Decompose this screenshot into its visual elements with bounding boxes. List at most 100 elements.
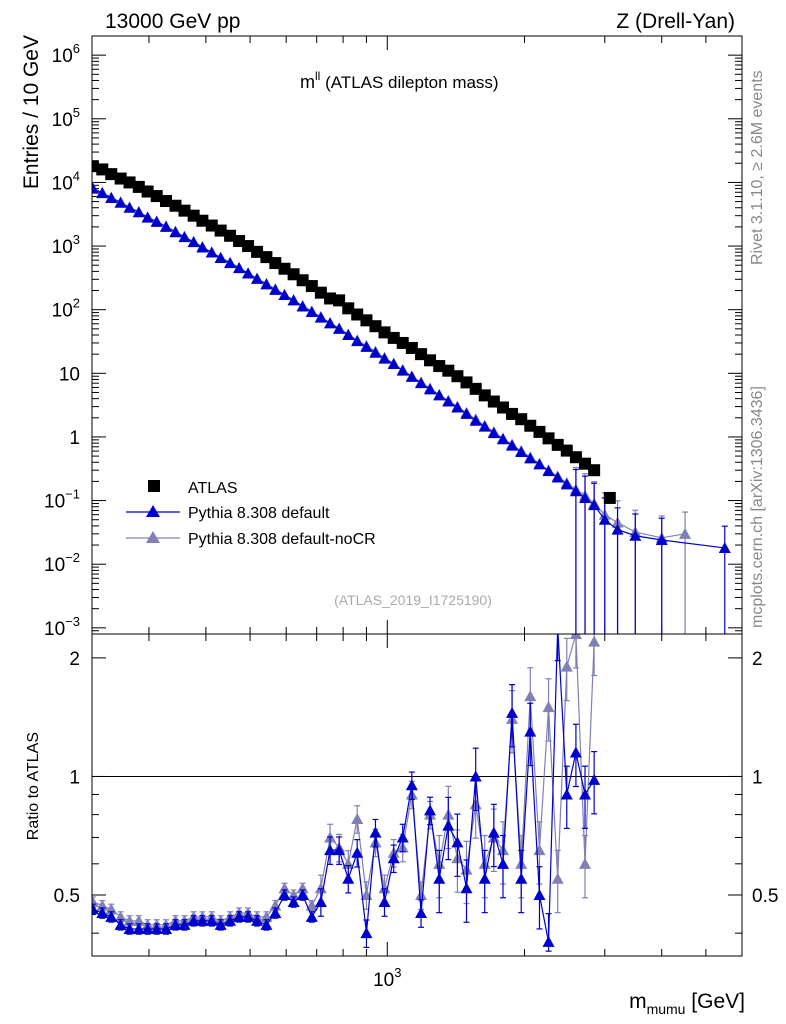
data-point-atlas [360,314,373,327]
ratio-point-default [387,852,400,864]
ratio-y-tick-label: 2 [69,649,80,670]
data-point-atlas [287,268,300,281]
data-point-default [369,346,382,358]
ratio-point-default [460,882,473,894]
data-point-default [460,407,473,419]
data-point-default [233,262,246,274]
ratio-point-nocr [524,690,537,702]
data-point-default [611,523,624,535]
data-point-default [105,191,118,203]
data-point-default [496,433,509,445]
y-tick-label: 103 [52,232,80,258]
plot-title: mll (ATLAS dilepton mass) [300,69,499,92]
ratio-point-default [424,804,437,816]
y-tick-label: 102 [52,296,80,322]
data-point-atlas [515,413,528,426]
data-point-atlas [551,438,564,451]
ratio-point-default [579,788,592,800]
data-point-default [415,377,428,389]
data-point-atlas [369,320,382,333]
data-point-atlas [260,251,273,264]
data-point-atlas [251,245,264,258]
legend-marker-default [146,505,160,517]
data-point-default [506,439,519,451]
ratio-point-default [123,922,136,934]
ratio-point-nocr [260,910,273,922]
ratio-point-default [305,910,318,922]
ratio-point-default [506,706,519,718]
data-point-atlas [196,214,209,227]
ratio-point-nocr [551,872,564,884]
data-point-atlas [542,432,555,445]
rivet-version-label: Rivet 3.1.10, ≥ 2.6M events [749,70,766,265]
ratio-point-default [169,918,182,930]
data-point-nocr [679,527,692,539]
analysis-id-label: (ATLAS_2019_I1725190) [334,592,492,608]
data-point-atlas [405,341,418,354]
data-point-default [718,541,731,553]
data-point-atlas [214,224,227,237]
data-point-atlas [305,280,318,293]
ratio-point-default [105,910,118,922]
ratio-point-default [92,903,99,915]
ratio-point-default [205,914,218,926]
ratio-point-default [396,831,409,843]
data-point-atlas [487,395,500,408]
data-point-atlas [160,195,173,208]
data-point-atlas [451,370,464,383]
ratio-point-default [296,888,309,900]
data-point-default [433,389,446,401]
data-point-atlas [588,464,601,477]
data-point-atlas [92,160,99,173]
ratio-point-nocr [533,844,546,856]
ratio-point-default [251,914,264,926]
data-point-default [588,499,601,511]
ratio-plot-marks [92,634,601,952]
ratio-point-default [141,922,154,934]
data-point-default [524,452,537,464]
x-tick-label: 103 [373,965,401,991]
y-tick-label: 105 [52,105,80,131]
data-point-default [515,445,528,457]
data-point-atlas [105,168,118,181]
y-tick-label: 106 [52,41,80,67]
data-point-atlas [524,419,537,432]
ratio-point-default [132,922,145,934]
y-tick-label: 10−2 [44,550,80,576]
ratio-point-default [150,922,163,934]
data-point-default [451,401,464,413]
data-point-default [141,211,154,223]
ratio-point-default [242,910,255,922]
data-point-default [269,283,282,295]
data-point-atlas [469,382,482,395]
ratio-point-default [496,857,509,869]
y-axis-title: Entries / 10 GeV [20,35,43,189]
ratio-y-tick-label-right: 1 [752,767,763,788]
x-axis-title: mmumu [GeV] [629,990,745,1017]
ratio-point-default [451,836,464,848]
data-point-default [342,329,355,340]
ratio-point-nocr [569,634,582,639]
ratio-point-nocr [415,888,428,900]
data-point-default [92,182,99,194]
ratio-point-default [96,907,109,919]
data-point-default [324,317,337,329]
ratio-y-axis-title: Ratio to ATLAS [25,732,42,840]
ratio-point-default [442,819,455,831]
ratio-point-nocr [579,857,592,869]
data-point-default [296,300,309,312]
y-tick-label: 10−1 [44,487,80,513]
ratio-point-default [542,935,555,947]
data-point-atlas [560,444,573,457]
ratio-point-default [333,844,346,856]
data-point-default [469,414,482,426]
data-point-atlas [278,262,291,275]
y-tick-label: 10 [59,364,80,385]
legend: ATLAS Pythia 8.308 default Pythia 8.308 … [126,480,376,548]
ratio-point-default [324,844,337,856]
data-point-atlas [506,407,519,420]
ratio-point-default [287,895,300,907]
data-point-default [442,395,455,407]
